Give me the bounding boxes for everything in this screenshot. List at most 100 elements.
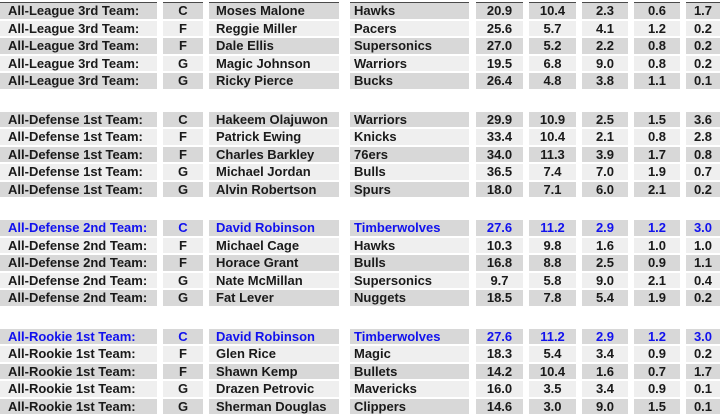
stat-cell: 9.0: [582, 272, 628, 288]
player-name-cell: Moses Malone: [209, 3, 339, 19]
stat-cell: 5.4: [529, 346, 576, 362]
stat-cell: 11.3: [529, 146, 576, 162]
stat-cell: 0.1: [686, 398, 720, 414]
stat-cell: 1.1: [634, 73, 680, 89]
team-name-cell: Bucks: [350, 73, 469, 89]
stat-cell: 33.4: [476, 129, 523, 145]
player-name-cell: David Robinson: [209, 328, 339, 344]
team-name-cell: Hawks: [350, 237, 469, 253]
stat-cell: 36.5: [476, 164, 523, 180]
award-label: All-Defense 1st Team:: [0, 181, 157, 197]
cutoff-cell: [350, 0, 469, 3]
player-name-cell: Alvin Robertson: [209, 181, 339, 197]
stat-cell: 3.4: [582, 346, 628, 362]
stat-cell: 7.0: [582, 164, 628, 180]
stat-cell: 0.2: [686, 55, 720, 71]
player-row: All-Rookie 1st Team: F Shawn Kemp Bullets 14…: [0, 363, 720, 379]
stat-cell: 1.7: [686, 363, 720, 379]
award-label: All-Defense 2nd Team:: [0, 272, 157, 288]
player-name-cell: Fat Lever: [209, 290, 339, 306]
team-name-cell: Nuggets: [350, 290, 469, 306]
player-name-cell: David Robinson: [209, 220, 339, 236]
stat-cell: 18.5: [476, 290, 523, 306]
stat-cell: 2.1: [582, 129, 628, 145]
stat-cell: 0.9: [634, 381, 680, 397]
stat-cell: 7.8: [529, 290, 576, 306]
position-cell: F: [163, 129, 203, 145]
player-name-cell: Dale Ellis: [209, 38, 339, 54]
player-name-cell: Hakeem Olajuwon: [209, 111, 339, 127]
stat-cell: 0.2: [686, 181, 720, 197]
stat-cell: 0.1: [686, 73, 720, 89]
stat-cell: 10.4: [529, 363, 576, 379]
stat-cell: 18.3: [476, 346, 523, 362]
stat-cell: 3.6: [686, 111, 720, 127]
stat-cell: 1.6: [582, 363, 628, 379]
stat-cell: 0.7: [686, 164, 720, 180]
player-name-cell: Ricky Pierce: [209, 73, 339, 89]
stat-cell: 9.8: [529, 237, 576, 253]
stat-cell: 20.9: [476, 3, 523, 19]
team-name-cell: Bulls: [350, 255, 469, 271]
position-cell: G: [163, 381, 203, 397]
stat-cell: 0.2: [686, 38, 720, 54]
stat-cell: 1.2: [634, 328, 680, 344]
stat-cell: 1.2: [634, 20, 680, 36]
stat-cell: 3.0: [686, 328, 720, 344]
award-label: All-Defense 1st Team:: [0, 146, 157, 162]
player-row: All-Rookie 1st Team: F Glen Rice Magic 18.3 5…: [0, 346, 720, 362]
player-row: All-Defense 1st Team: C Hakeem Olajuwon War…: [0, 111, 720, 127]
position-cell: G: [163, 181, 203, 197]
stat-cell: 16.8: [476, 255, 523, 271]
position-cell: G: [163, 272, 203, 288]
player-row: All-Rookie 1st Team: G Drazen Petrovic Mave…: [0, 381, 720, 397]
stat-cell: 0.2: [686, 20, 720, 36]
player-name-cell: Reggie Miller: [209, 20, 339, 36]
stat-cell: 2.5: [582, 111, 628, 127]
position-cell: F: [163, 346, 203, 362]
award-label: All-Rookie 1st Team:: [0, 346, 157, 362]
stat-cell: 1.6: [582, 237, 628, 253]
team-name-cell: Warriors: [350, 111, 469, 127]
stat-cell: 2.3: [582, 3, 628, 19]
player-name-cell: Sherman Douglas: [209, 398, 339, 414]
position-cell: C: [163, 3, 203, 19]
stat-cell: 1.2: [634, 220, 680, 236]
award-label: All-Defense 2nd Team:: [0, 255, 157, 271]
stat-cell: 26.4: [476, 73, 523, 89]
stat-cell: 4.1: [582, 20, 628, 36]
position-cell: C: [163, 111, 203, 127]
stat-cell: 0.2: [686, 290, 720, 306]
award-label: All-Defense 1st Team:: [0, 111, 157, 127]
stat-cell: 27.0: [476, 38, 523, 54]
stat-cell: 5.8: [529, 272, 576, 288]
stat-cell: 0.1: [686, 381, 720, 397]
stat-cell: 8.8: [529, 255, 576, 271]
player-row: All-Defense 1st Team: G Michael Jordan Bull…: [0, 164, 720, 180]
player-row: All-Defense 1st Team: F Charles Barkley 76e…: [0, 146, 720, 162]
stat-cell: 9.0: [582, 55, 628, 71]
stat-cell: 0.8: [634, 129, 680, 145]
team-name-cell: Bulls: [350, 164, 469, 180]
cutoff-row-top: [0, 0, 720, 3]
award-label: All-League 3rd Team:: [0, 55, 157, 71]
stat-cell: 0.7: [634, 363, 680, 379]
stat-cell: 29.9: [476, 111, 523, 127]
stat-cell: 27.6: [476, 220, 523, 236]
stat-cell: 7.1: [529, 181, 576, 197]
award-label: All-League 3rd Team:: [0, 73, 157, 89]
player-row: All-Defense 2nd Team: G Fat Lever Nuggets 18…: [0, 290, 720, 306]
stat-cell: 19.5: [476, 55, 523, 71]
team-name-cell: Timberwolves: [350, 220, 469, 236]
team-name-cell: Pacers: [350, 20, 469, 36]
cutoff-cell: [476, 0, 523, 3]
table-body: All-League 3rd Team: C Moses Malone Hawks 20…: [0, 3, 720, 416]
player-row: All-League 3rd Team: G Magic Johnson Warrio…: [0, 55, 720, 71]
team-name-cell: Knicks: [350, 129, 469, 145]
player-row: All-League 3rd Team: F Reggie Miller Pacers…: [0, 20, 720, 36]
team-name-cell: Supersonics: [350, 38, 469, 54]
position-cell: F: [163, 237, 203, 253]
stat-cell: 1.9: [634, 164, 680, 180]
stat-cell: 16.0: [476, 381, 523, 397]
player-row: All-League 3rd Team: F Dale Ellis Supersoni…: [0, 38, 720, 54]
